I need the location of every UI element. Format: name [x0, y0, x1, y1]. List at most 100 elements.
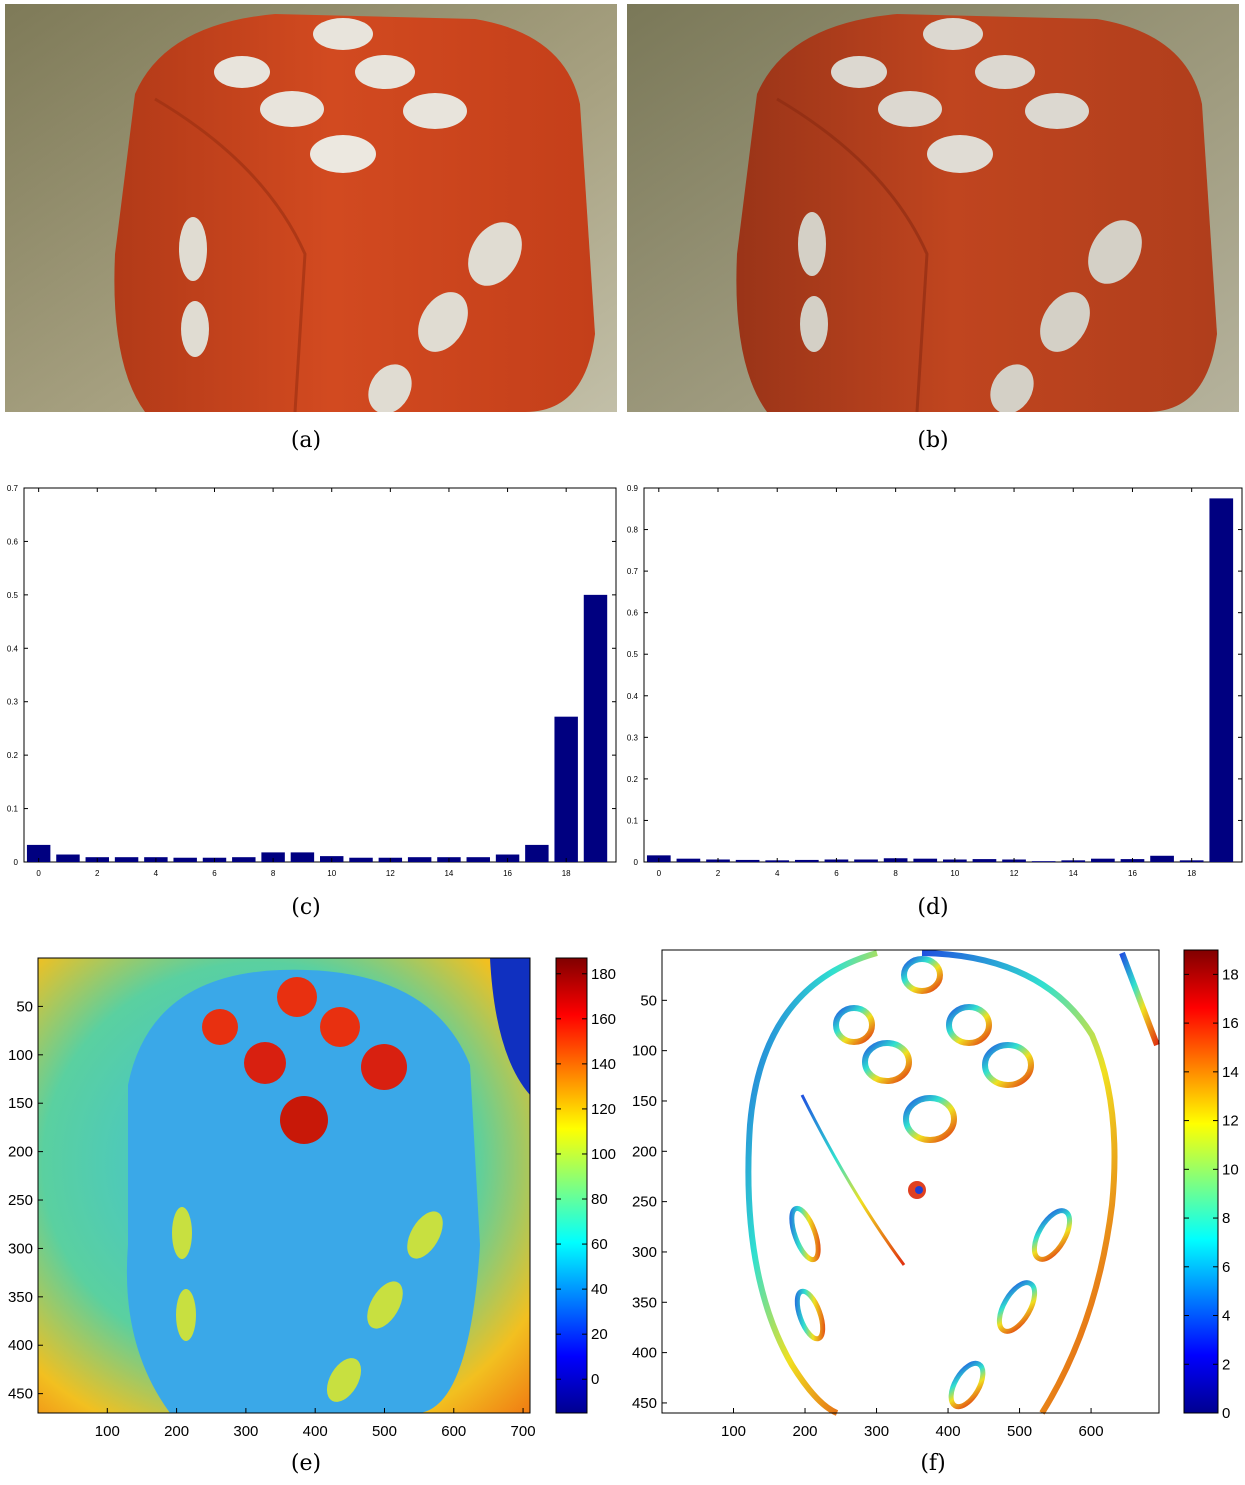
x-tick-label: 200 [793, 1423, 818, 1440]
heatmap-chart-e: 100 200 300 400 500 600 7005010015020025030035… [8, 957, 616, 1440]
colorbar-tick-label: 100 [591, 1146, 616, 1163]
x-tick-label: 2 [716, 869, 721, 878]
x-tick-label: 600 [441, 1423, 466, 1440]
y-tick-label: 300 [8, 1240, 33, 1257]
bar-c-8 [261, 852, 285, 862]
colorbar-tick-label: 80 [591, 1191, 608, 1208]
colorbar-e [555, 957, 588, 1414]
y-tick-label: 0.4 [7, 644, 19, 653]
y-tick-label: 100 [8, 1047, 33, 1064]
bar-d-19 [1209, 498, 1234, 862]
colorbar-tick-label: 140 [591, 1056, 616, 1073]
heatmap-chart-f: 100 200 300 400 500 6005010015020025030035040… [632, 949, 1239, 1440]
photo-b [627, 4, 1239, 414]
colorbar-tick-label: 0 [591, 1371, 599, 1388]
x-tick-label: 4 [154, 869, 159, 878]
bar-c-3 [114, 857, 139, 862]
x-tick-label: 2 [95, 869, 100, 878]
y-tick-label: 0.7 [627, 567, 639, 576]
bar-c-13 [407, 857, 432, 862]
bar-c-1 [56, 854, 80, 862]
bar-d-7 [854, 859, 878, 862]
y-tick-label: 400 [8, 1337, 33, 1354]
x-tick-label: 8 [893, 869, 898, 878]
y-tick-label: 350 [8, 1289, 33, 1306]
x-tick-label: 200 [164, 1423, 189, 1440]
caption-d: (d) [917, 895, 949, 920]
plot-frame-d [643, 487, 1243, 863]
colorbar-tick-label: 0 [1222, 1405, 1230, 1422]
y-tick-label: 0.8 [627, 526, 639, 535]
colorbar-tick-label: 60 [591, 1236, 608, 1253]
bar-d-9 [913, 858, 938, 862]
bar-chart-d: 0 2 4 6 8 10 12 14 16 18 0 0.1 0.2 0.3 0.4 0.5 0.6 0.7 0.8… [627, 484, 1243, 878]
colorbar-tick-label: 40 [591, 1281, 608, 1298]
colorbar-tick-label: 20 [591, 1326, 608, 1343]
bar-c-19 [583, 594, 608, 862]
x-tick-label: 100 [95, 1423, 120, 1440]
caption-a: (a) [290, 428, 322, 453]
y-tick-label: 0 [634, 858, 639, 867]
die-photo-noisy [627, 4, 1239, 414]
caption-f: (f) [920, 1451, 946, 1476]
x-tick-label: 6 [834, 869, 839, 878]
plot-frame-e [37, 957, 531, 1414]
colorbar-f [1183, 949, 1219, 1414]
colorbar-tick-label: 16 [1222, 1015, 1239, 1032]
y-tick-label: 0.1 [7, 805, 19, 814]
y-tick-label: 150 [632, 1093, 657, 1110]
x-tick-label: 16 [1128, 869, 1137, 878]
y-tick-label: 0.6 [7, 537, 19, 546]
x-tick-label: 500 [1007, 1423, 1032, 1440]
bar-c-9 [290, 852, 315, 862]
y-tick-label: 250 [632, 1194, 657, 1211]
y-tick-label: 0 [14, 858, 19, 867]
colorbar-tick-label: 6 [1222, 1259, 1230, 1276]
caption-e: (e) [290, 1451, 322, 1476]
y-tick-label: 400 [632, 1345, 657, 1362]
y-tick-label: 0.9 [627, 484, 639, 493]
heatmap-image-e [38, 958, 530, 1413]
heatmap-image-f [662, 950, 1160, 1416]
bar-chart-c: 0 2 4 6 8 10 12 14 16 18 0 0.1 0.2 0.3 0.4 0.5 0.6 0.7 [7, 484, 617, 878]
bar-d-13 [1031, 861, 1056, 862]
colorbar-tick-label: 4 [1222, 1308, 1230, 1325]
x-tick-label: 0 [657, 869, 662, 878]
x-tick-label: 0 [36, 869, 41, 878]
y-tick-label: 300 [632, 1244, 657, 1261]
colorbar-tick-label: 12 [1222, 1113, 1239, 1130]
bar-c-17 [525, 844, 549, 862]
y-tick-label: 0.7 [7, 484, 19, 493]
y-tick-label: 50 [640, 992, 657, 1009]
y-tick-label: 100 [632, 1043, 657, 1060]
heatmap-e: 100 200 300 400 500 600 700 50 100 150 200 250 300 35… [0, 945, 622, 1440]
x-tick-label: 10 [327, 869, 336, 878]
x-tick-label: 300 [864, 1423, 889, 1440]
y-tick-label: 0.1 [627, 816, 639, 825]
colorbar-tick-label: 160 [591, 1011, 616, 1028]
colorbar-tick-label: 2 [1222, 1356, 1230, 1373]
histogram-d: 0 2 4 6 8 10 12 14 16 18 0 0.1 0.2 0.3 0.4 0.5 0.6 0.7 0.8… [622, 478, 1245, 878]
y-tick-label: 350 [632, 1294, 657, 1311]
x-tick-label: 18 [1187, 869, 1196, 878]
x-tick-label: 300 [233, 1423, 258, 1440]
y-tick-label: 200 [8, 1144, 33, 1161]
x-tick-label: 100 [721, 1423, 746, 1440]
y-tick-label: 150 [8, 1095, 33, 1112]
y-tick-label: 0.5 [7, 591, 19, 600]
histogram-c: 0 2 4 6 8 10 12 14 16 18 0 0.1 0.2 0.3 0.4 0.5 0.6 0.7 [0, 478, 620, 878]
heatmap-f: 100 200 300 400 500 600 50 100 150 200 250 300 350 40… [622, 945, 1245, 1440]
bar-d-17 [1150, 855, 1174, 862]
die-photo-original [5, 4, 617, 414]
caption-b: (b) [917, 428, 949, 453]
y-tick-label: 0.5 [627, 650, 639, 659]
x-tick-label: 14 [444, 869, 453, 878]
bar-c-5 [173, 857, 197, 862]
x-tick-label: 16 [503, 869, 512, 878]
bar-c-15 [466, 857, 490, 862]
bar-c-0 [26, 844, 51, 862]
bar-c-18 [554, 716, 578, 862]
caption-c: (c) [291, 895, 321, 920]
x-tick-label: 4 [775, 869, 780, 878]
y-tick-label: 0.3 [627, 733, 639, 742]
